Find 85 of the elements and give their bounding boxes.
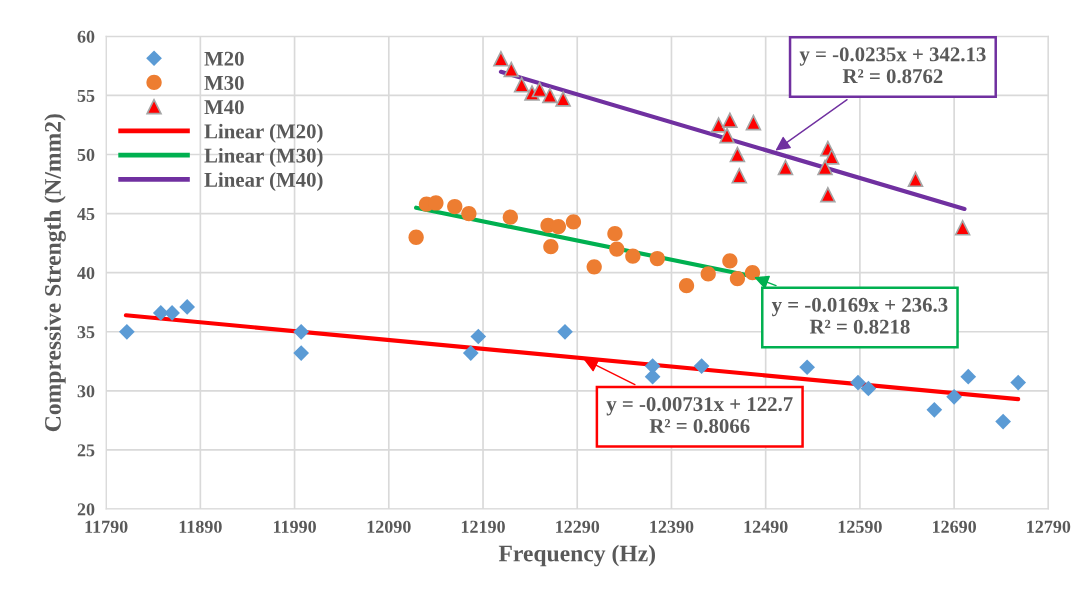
point: [710, 117, 727, 133]
point: [293, 345, 310, 361]
point: [817, 159, 833, 176]
point: [607, 226, 623, 242]
point: [926, 401, 943, 418]
y-tick-label: 50: [77, 148, 95, 161]
y-tick-label: 20: [77, 503, 95, 516]
point: [678, 278, 695, 294]
point: [461, 205, 477, 222]
point: [777, 159, 794, 176]
point: [447, 198, 463, 215]
x-tick-label: 12090: [367, 520, 411, 533]
point: [744, 265, 761, 281]
point: [550, 218, 567, 235]
y-tick-label: 45: [77, 207, 95, 221]
x-tick-label: 12390: [650, 520, 694, 533]
x-tick-label: 12490: [744, 520, 788, 533]
point: [565, 214, 582, 230]
point: [729, 146, 746, 163]
point: [119, 323, 135, 340]
point: [408, 229, 424, 245]
point: [493, 51, 509, 67]
point: [719, 127, 735, 144]
x-tick-label: 12290: [556, 520, 600, 533]
point: [513, 77, 530, 93]
point: [649, 250, 665, 267]
point: [152, 305, 169, 321]
point: [722, 253, 738, 269]
point: [731, 168, 748, 184]
annotation: y = -0.0169x + 236.3 R² = 0.8218: [771, 297, 948, 334]
point: [502, 209, 518, 225]
point: [586, 259, 602, 275]
point: [946, 388, 962, 405]
point: [503, 61, 520, 78]
legend-label: M30: [204, 75, 244, 90]
x-tick-label: 11890: [179, 520, 222, 533]
legend-label: M20: [204, 51, 244, 66]
point: [293, 323, 310, 340]
point: [543, 239, 559, 255]
y-tick-label: 35: [77, 326, 95, 339]
legend-label: Linear (M20): [204, 123, 323, 143]
annotation: y = -0.0235x + 342.13 R² = 0.8762: [799, 47, 986, 84]
y-tick-label: 40: [77, 266, 95, 280]
point: [179, 299, 196, 315]
y-tick-label: 25: [77, 444, 95, 457]
point: [860, 380, 877, 397]
point: [722, 112, 738, 129]
point: [995, 413, 1011, 430]
y-tick-label: 60: [77, 30, 95, 43]
point: [729, 270, 746, 287]
point: [960, 368, 977, 385]
point: [462, 345, 479, 361]
point: [644, 358, 661, 374]
point: [907, 171, 924, 188]
y-tick-label: 55: [77, 89, 95, 102]
x-tick-label: 12690: [933, 520, 976, 533]
legend-label: Linear (M30): [204, 147, 323, 167]
point: [693, 358, 710, 374]
legend-label: Linear (M40): [204, 172, 323, 192]
point: [850, 374, 866, 391]
point: [820, 186, 836, 203]
point: [745, 114, 762, 131]
y-axis-title: Compressive Strength (N/mm2): [44, 114, 66, 432]
y-tick-label: 30: [77, 385, 95, 398]
point: [542, 87, 558, 104]
point: [555, 91, 571, 107]
point: [557, 323, 573, 340]
point: [428, 195, 444, 211]
legend-label: M40: [204, 100, 244, 115]
point: [531, 81, 548, 98]
x-tick-label: 11790: [85, 520, 128, 533]
point: [700, 266, 716, 282]
point: [470, 328, 487, 345]
point: [1010, 374, 1027, 391]
x-axis-title: Frequency (Hz): [498, 544, 655, 567]
x-tick-label: 12790: [1027, 520, 1071, 533]
point: [609, 241, 625, 257]
x-tick-label: 11990: [273, 520, 316, 533]
point: [954, 220, 971, 236]
x-tick-label: 12190: [461, 520, 505, 533]
point: [625, 248, 641, 264]
point: [164, 305, 180, 321]
x-tick-label: 12590: [838, 520, 882, 533]
annotation: y = -0.00731x + 122.7 R² = 0.8066: [606, 397, 793, 434]
point: [799, 359, 815, 376]
